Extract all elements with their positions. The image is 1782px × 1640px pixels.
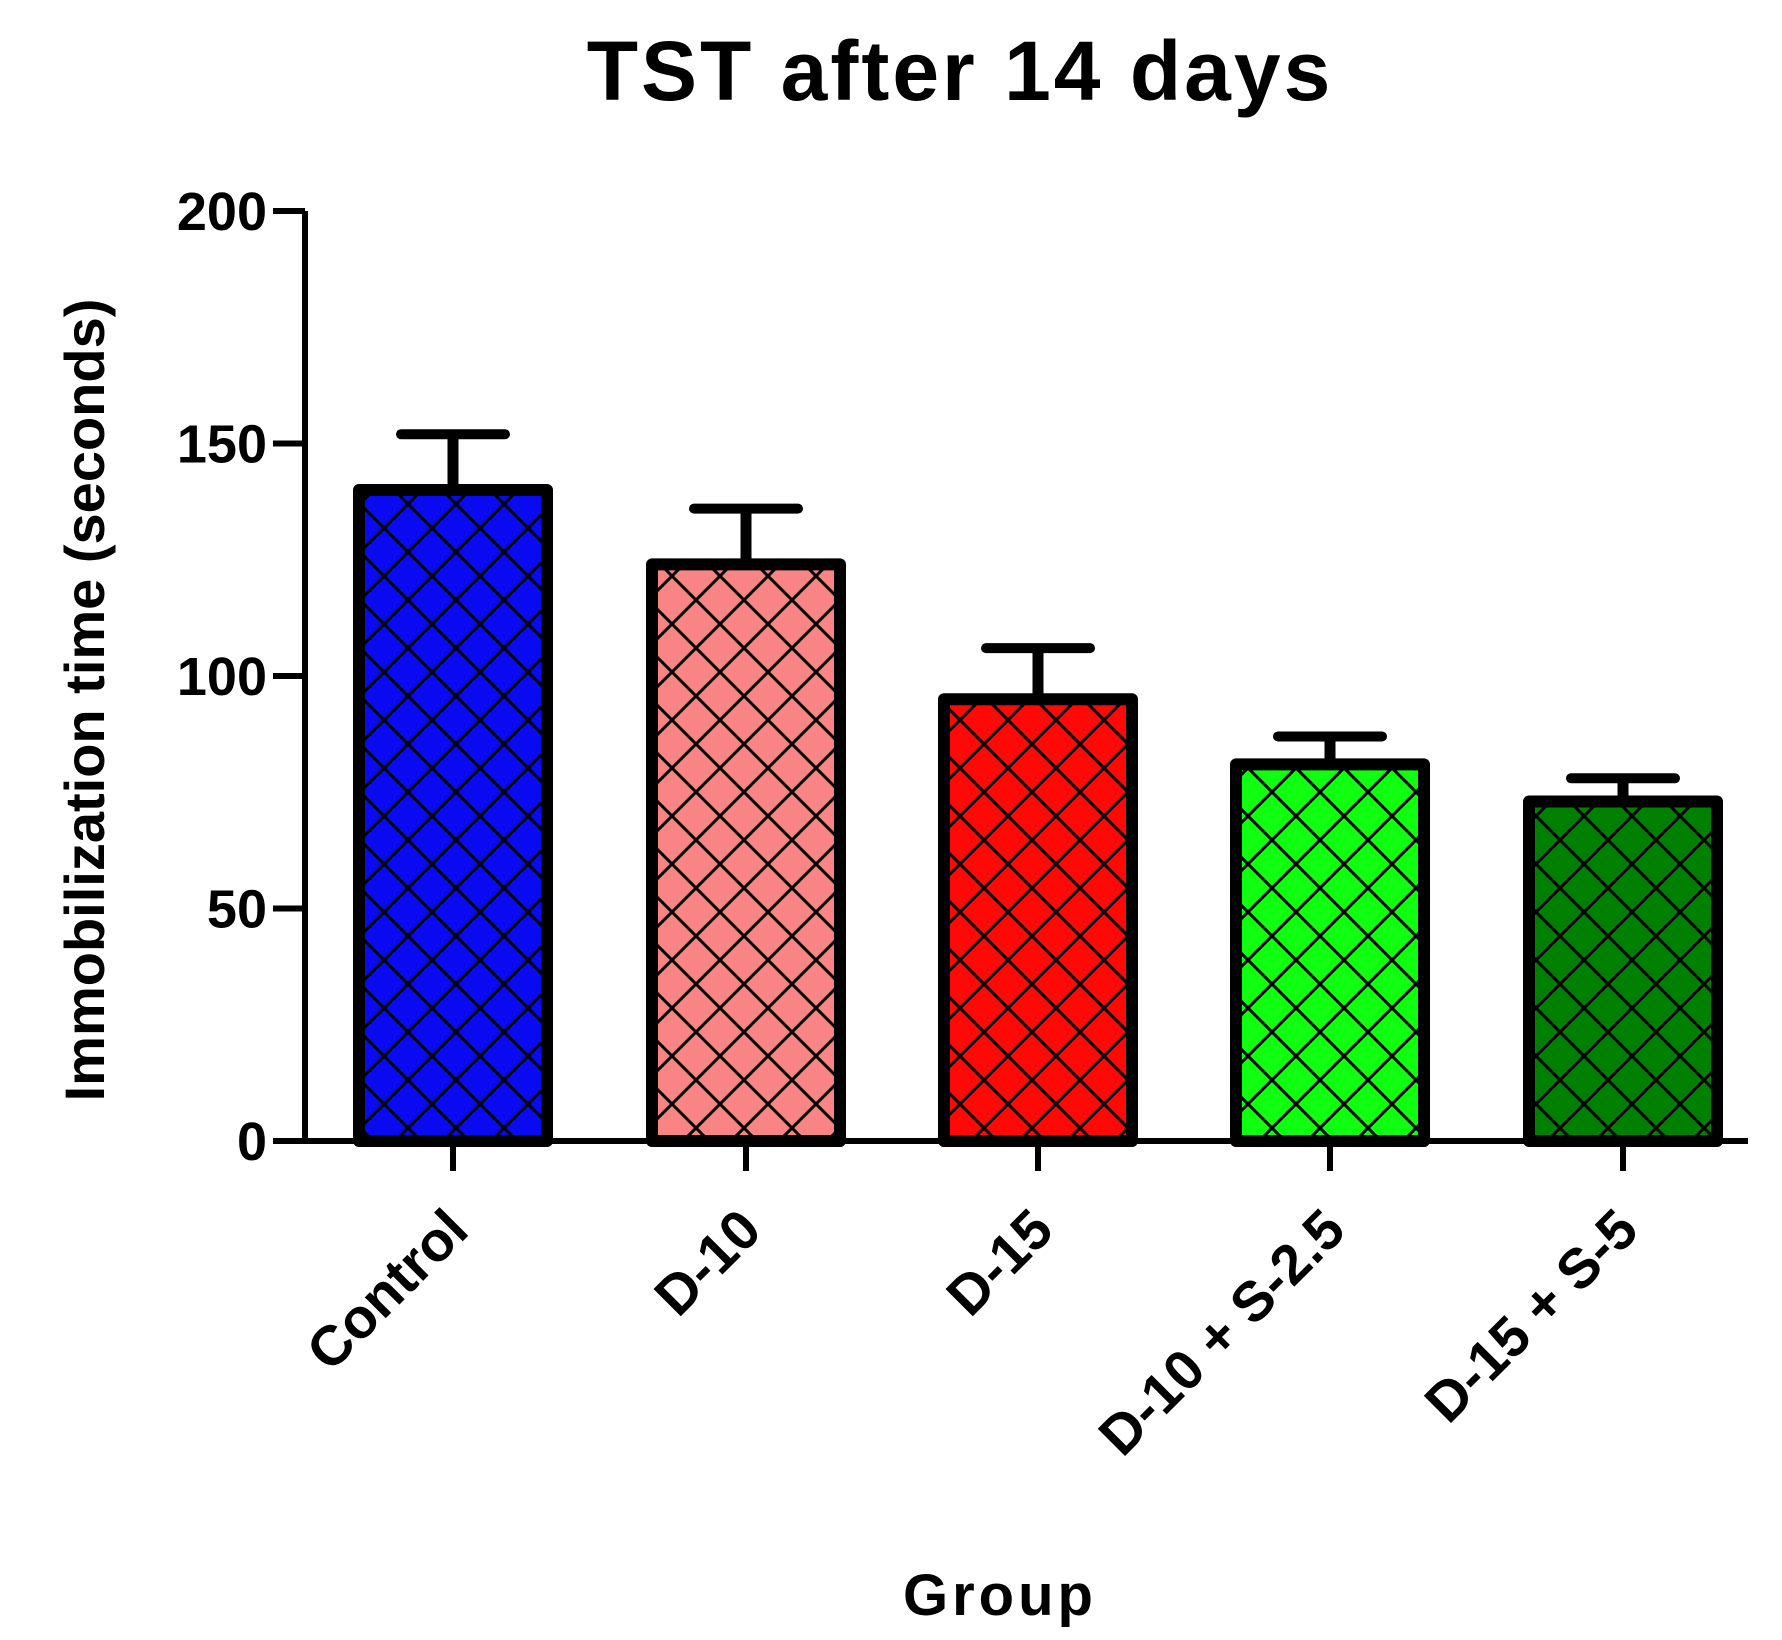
- bar-2: [938, 693, 1138, 1147]
- bar-0: [353, 484, 553, 1147]
- x-ticks-group: Control D-10 D-15 D-10 + S-2.5 D-15 + S-5: [294, 1141, 1649, 1467]
- chart-title: TST after 14 days: [587, 24, 1334, 118]
- x-tick-label-0: Control: [294, 1197, 479, 1382]
- bar-3: [1230, 758, 1430, 1147]
- y-ticks-group: 0 50 100 150 200: [177, 182, 305, 1172]
- y-tick-label-4: 200: [177, 182, 267, 242]
- error-bars-group: [396, 429, 1680, 802]
- y-tick-label-3: 150: [177, 415, 267, 475]
- y-tick-label-0: 0: [237, 1112, 267, 1172]
- x-tick-label-2: D-15: [934, 1197, 1064, 1327]
- y-tick-label-2: 100: [177, 647, 267, 707]
- y-axis-label: Immobilization time (seconds): [53, 299, 116, 1102]
- x-tick-label-4: D-15 + S-5: [1412, 1197, 1649, 1434]
- x-tick-label-3: D-10 + S-2.5: [1086, 1197, 1356, 1467]
- bars-group: [353, 484, 1723, 1147]
- y-tick-label-1: 50: [207, 880, 267, 940]
- bar-4: [1523, 795, 1723, 1147]
- x-tick-label-1: D-10: [642, 1197, 772, 1327]
- x-axis-label: Group: [903, 1563, 1097, 1628]
- bar-1: [646, 558, 846, 1147]
